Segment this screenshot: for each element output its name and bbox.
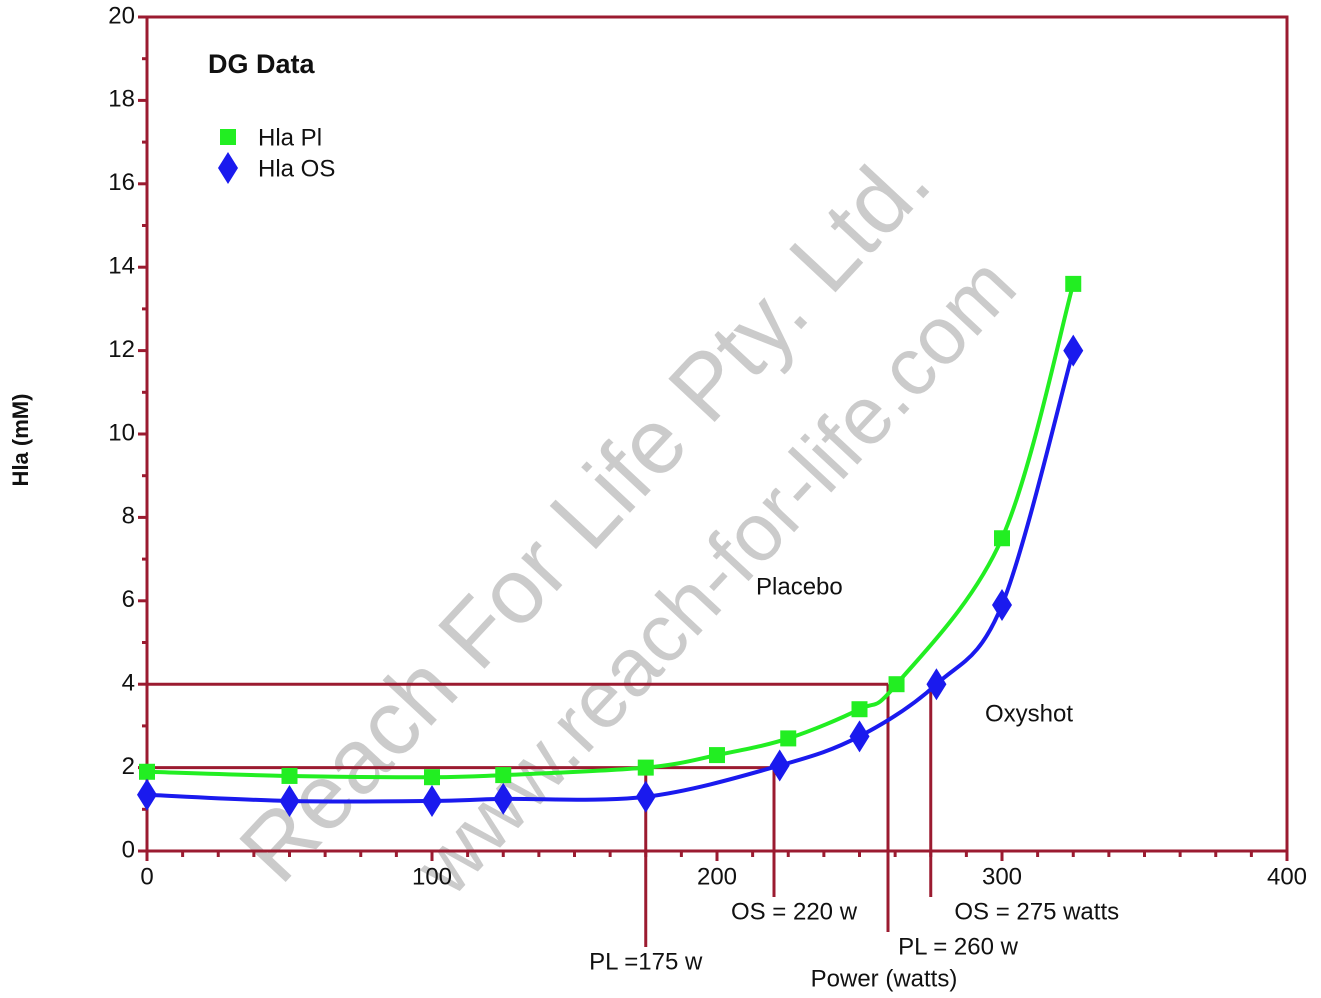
- data-point: [281, 767, 298, 784]
- data-point: [137, 778, 157, 811]
- y-tick-label: 4: [122, 670, 135, 697]
- y-tick-label: 20: [108, 2, 135, 29]
- x-tick-label: 200: [697, 863, 737, 890]
- data-point: [495, 767, 512, 784]
- legend-marker: [220, 129, 236, 145]
- x-tick-label: 300: [982, 863, 1022, 890]
- y-tick-label: 10: [108, 419, 135, 446]
- y-tick-label: 0: [122, 836, 135, 863]
- data-point: [635, 780, 656, 813]
- y-tick-label: 6: [122, 586, 135, 613]
- watermark: Reach For Life Pty. Ltd.: [221, 130, 950, 901]
- x-tick-label: 400: [1267, 863, 1307, 890]
- legend-marker: [218, 152, 238, 184]
- x-axis-label: Power (watts): [811, 965, 958, 992]
- data-point: [851, 701, 868, 718]
- annotation: Oxyshot: [985, 700, 1073, 727]
- data-point: [637, 759, 654, 776]
- data-point: [888, 676, 905, 693]
- y-tick-label: 12: [108, 336, 135, 363]
- reference-label: OS = 275 watts: [954, 898, 1119, 925]
- y-tick-label: 18: [108, 86, 135, 113]
- x-tick-label: 100: [412, 863, 452, 890]
- data-point: [139, 763, 155, 780]
- data-point: [424, 769, 440, 786]
- data-point: [279, 784, 300, 817]
- data-point: [422, 784, 442, 817]
- reference-label: PL =175 w: [589, 948, 703, 975]
- y-tick-label: 16: [108, 169, 135, 196]
- data-point: [769, 749, 790, 782]
- legend-label: Hla OS: [258, 155, 335, 182]
- y-tick-label: 2: [122, 753, 135, 780]
- reference-label: PL = 260 w: [898, 933, 1019, 960]
- data-point: [709, 747, 725, 764]
- chart-title: DG Data: [208, 49, 316, 79]
- data-point: [926, 668, 947, 701]
- annotation: Placebo: [756, 573, 843, 600]
- data-point: [849, 720, 870, 753]
- data-point: [1063, 334, 1084, 367]
- data-point: [1065, 275, 1082, 292]
- legend-label: Hla Pl: [258, 124, 322, 151]
- reference-label: OS = 220 w: [731, 898, 858, 925]
- y-tick-label: 8: [122, 503, 135, 530]
- data-point: [992, 588, 1012, 621]
- data-point: [493, 782, 514, 815]
- data-point: [780, 730, 797, 747]
- data-point: [994, 530, 1010, 547]
- x-tick-label: 0: [140, 863, 153, 890]
- y-tick-label: 14: [108, 253, 135, 280]
- y-axis-label: Hla (mM): [8, 394, 33, 487]
